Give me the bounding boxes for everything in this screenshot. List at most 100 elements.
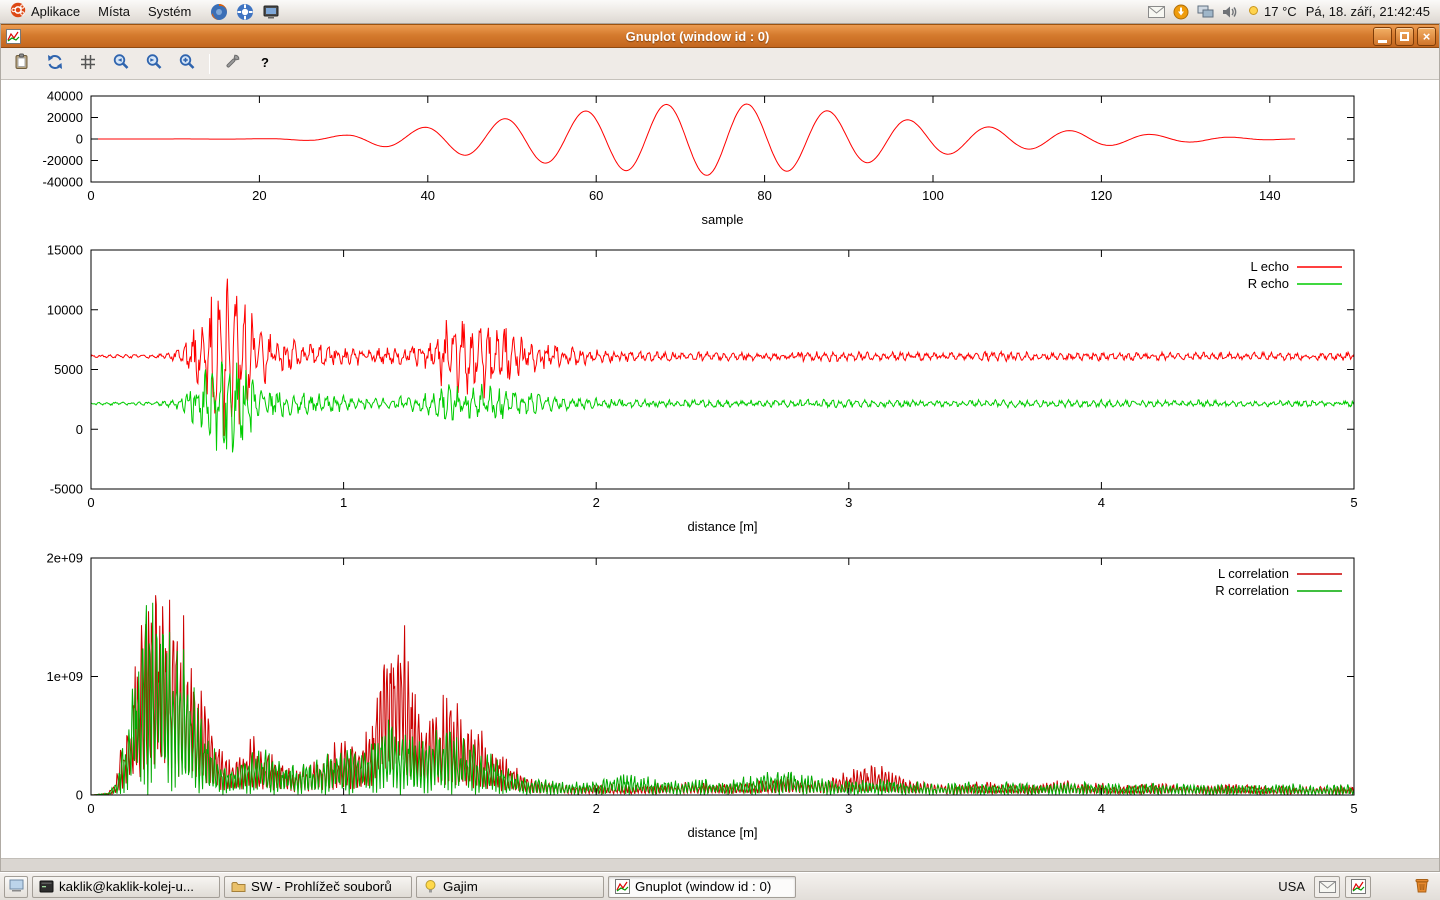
close-icon: × (1422, 28, 1431, 44)
R correlation-line (90, 602, 1355, 796)
x-tick-label: 5 (1350, 495, 1357, 510)
legend-label: R correlation (1215, 583, 1289, 598)
x-tick-label: 0 (87, 188, 94, 203)
ubuntu-logo-icon (10, 2, 26, 21)
x-tick-label: 1 (340, 801, 347, 816)
screenshot-launcher-icon[interactable] (261, 2, 281, 22)
svg-text:?: ? (261, 55, 269, 70)
top-panel: Aplikace Místa Systém 17 °C Pá, 18. září… (0, 0, 1440, 24)
toolbar-zoom-previous-button[interactable] (106, 51, 136, 77)
taskbar-button-gajim[interactable]: Gajim (416, 875, 604, 898)
zoom-next-icon (145, 53, 163, 74)
firefox-launcher-icon[interactable] (209, 2, 229, 22)
replot-icon (46, 53, 64, 74)
x-tick-label: 2 (593, 801, 600, 816)
y-tick-label: 0 (76, 132, 83, 147)
toolbar-zoom-next-button[interactable] (139, 51, 169, 77)
plot-canvas[interactable]: 0 20 40 60 80 100 120 140-40000-200000200004000… (1, 80, 1440, 858)
window-title: Gnuplot (window id : 0) (625, 28, 770, 44)
x-axis-label: sample (702, 212, 744, 227)
menu-system[interactable]: Systém (140, 1, 199, 23)
menu-applications[interactable]: Aplikace (2, 1, 88, 23)
taskbar-window-list: kaklik@kaklik-kolej-u... SW - Prohlížeč s… (32, 875, 796, 898)
gajim-icon (423, 879, 438, 894)
update-icon[interactable] (1173, 4, 1189, 20)
panel-tray-icons (1148, 4, 1238, 20)
clock-text: Pá, 18. září, 21:42:45 (1305, 4, 1430, 19)
toolbar-copy-button[interactable] (7, 51, 37, 77)
minimize-button[interactable] (1373, 26, 1392, 46)
window-icon (4, 27, 22, 45)
maximize-button[interactable] (1395, 26, 1414, 46)
terminal-icon (39, 879, 54, 894)
y-tick-label: -5000 (50, 482, 83, 497)
x-tick-label: 20 (252, 188, 266, 203)
x-tick-label: 40 (421, 188, 435, 203)
folder-icon (231, 879, 246, 894)
copy-icon (13, 53, 31, 74)
help-icon: ? (256, 53, 274, 74)
x-tick-label: 1 (340, 495, 347, 510)
keyboard-layout-indicator[interactable]: USA (1278, 879, 1305, 894)
x-axis-label: distance [m] (687, 825, 757, 840)
grid-icon (79, 53, 97, 74)
titlebar[interactable]: Gnuplot (window id : 0) × (1, 24, 1439, 48)
x-tick-label: 3 (845, 801, 852, 816)
weather-applet[interactable]: 17 °C (1247, 4, 1297, 20)
tray-mail-icon[interactable] (1314, 875, 1340, 898)
configure-icon (223, 53, 241, 74)
window-statusbar (1, 858, 1439, 872)
legend-label: L correlation (1218, 566, 1289, 581)
chart-0: 0 20 40 60 80 100 120 140 -40000 -20000 0 20000 4000… (43, 89, 1355, 227)
menu-places[interactable]: Místa (90, 1, 138, 23)
y-tick-label: 5000 (54, 362, 83, 377)
plot-border (90, 557, 1355, 796)
taskbar-button-gnuplot[interactable]: Gnuplot (window id : 0) (608, 875, 796, 898)
weather-temp: 17 °C (1264, 4, 1297, 19)
legend-label: L echo (1250, 259, 1289, 274)
y-tick-label: 10000 (47, 302, 83, 317)
clock-applet[interactable]: Pá, 18. září, 21:42:45 (1306, 4, 1430, 19)
y-tick-label: 15000 (47, 243, 83, 258)
toolbar-autoscale-button[interactable] (172, 51, 202, 77)
window-controls: × (1373, 26, 1436, 46)
toolbar-help-button[interactable]: ? (250, 51, 280, 77)
L echo-line (90, 278, 1355, 436)
x-tick-label: 100 (922, 188, 944, 203)
lifebuoy-launcher-icon[interactable] (235, 2, 255, 22)
volume-icon[interactable] (1222, 5, 1238, 19)
weather-icon (1247, 4, 1260, 20)
toolbar-separator (209, 53, 210, 74)
task-label: Gajim (443, 879, 478, 894)
zoom-previous-icon (112, 53, 130, 74)
tray-gnuplot-icon[interactable] (1345, 875, 1371, 898)
x-tick-label: 80 (757, 188, 771, 203)
x-tick-label: 120 (1091, 188, 1113, 203)
x-tick-label: 2 (593, 495, 600, 510)
taskbar: kaklik@kaklik-kolej-u... SW - Prohlížeč s… (0, 872, 1440, 900)
panel-launchers (209, 2, 281, 22)
plot-border (90, 249, 1355, 490)
taskbar-tray (1314, 875, 1371, 898)
autoscale-icon (178, 53, 196, 74)
show-desktop-button[interactable] (4, 875, 28, 898)
gnuplot-toolbar: ? (1, 48, 1439, 80)
mail-icon[interactable] (1148, 5, 1166, 18)
toolbar-replot-button[interactable] (40, 51, 70, 77)
display-icon[interactable] (1197, 5, 1214, 19)
taskbar-button-terminal[interactable]: kaklik@kaklik-kolej-u... (32, 875, 220, 898)
trash-button[interactable] (1408, 875, 1436, 899)
toolbar-configure-button[interactable] (217, 51, 247, 77)
close-button[interactable]: × (1417, 26, 1436, 46)
toolbar-grid-button[interactable] (73, 51, 103, 77)
menu-applications-label: Aplikace (31, 4, 81, 19)
x-tick-label: 3 (845, 495, 852, 510)
taskbar-button-folder[interactable]: SW - Prohlížeč souborů (224, 875, 412, 898)
sonar-signal-line (91, 103, 1296, 176)
task-label: SW - Prohlížeč souborů (251, 879, 392, 894)
x-tick-label: 4 (1098, 495, 1105, 510)
y-tick-label: -20000 (43, 153, 83, 168)
minimize-icon (1378, 39, 1387, 43)
y-tick-label: -40000 (43, 175, 83, 190)
